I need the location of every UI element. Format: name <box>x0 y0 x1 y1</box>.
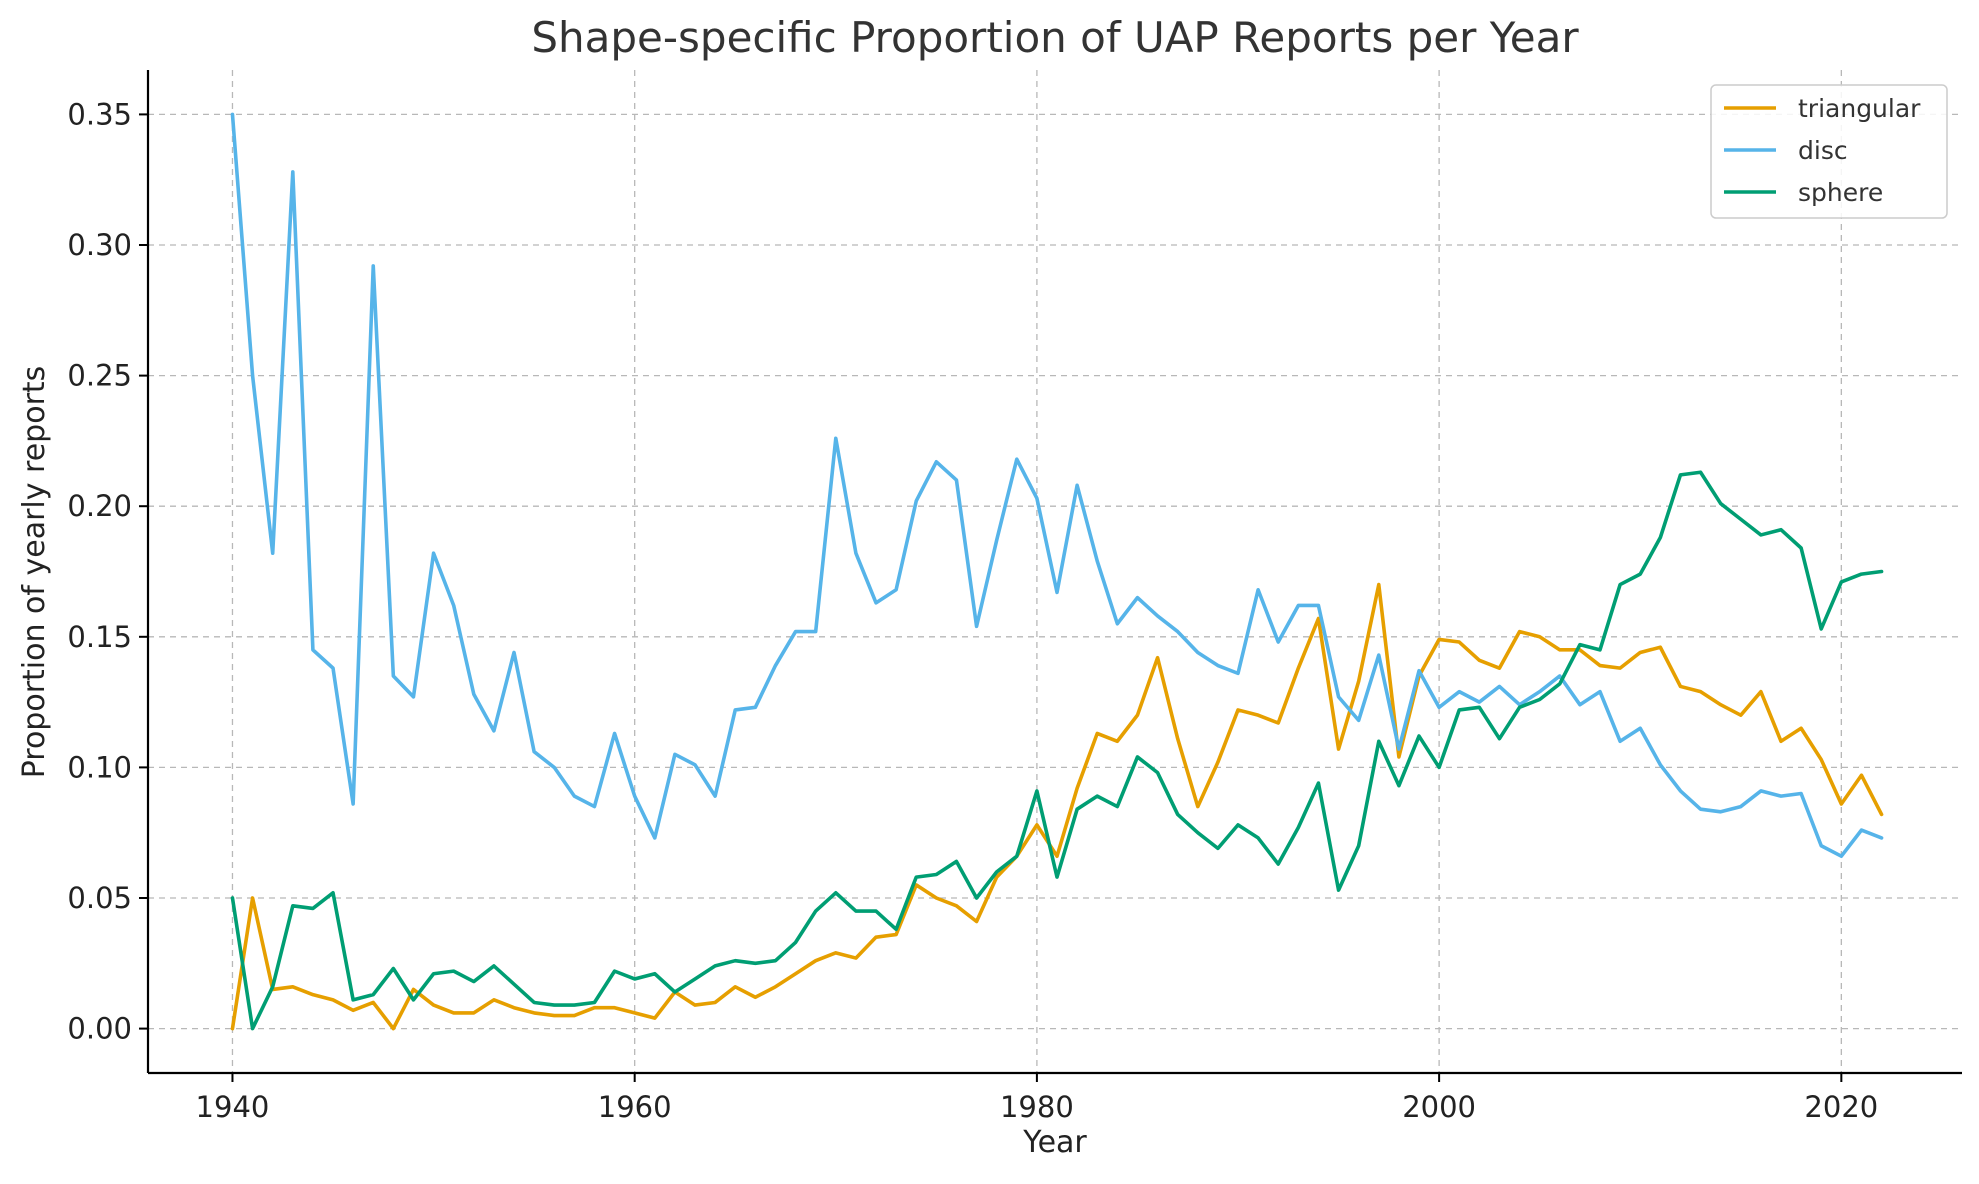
chart-title: Shape-specific Proportion of UAP Reports… <box>531 13 1579 62</box>
series-line-triangular <box>230 582 1884 1031</box>
legend: triangular disc sphere <box>1710 84 1948 219</box>
y-tick-label: 0.35 <box>67 97 132 131</box>
y-tick-label: 0.25 <box>67 359 132 393</box>
y-tick-label: 0.05 <box>67 881 132 915</box>
x-axis-title: Year <box>1022 1125 1087 1160</box>
series-line-sphere <box>230 470 1884 1031</box>
series-lines <box>230 112 1884 1031</box>
y-tick-label: 0.00 <box>67 1012 132 1046</box>
y-tick-label: 0.30 <box>67 228 132 262</box>
x-tick-label: 1980 <box>1000 1090 1074 1124</box>
x-ticks: 1940 1960 1980 2000 2020 <box>196 1073 1878 1124</box>
legend-box <box>1710 84 1948 219</box>
axes <box>146 70 1962 1075</box>
legend-label-triangular: triangular <box>1798 94 1921 123</box>
x-tick-label: 1960 <box>598 1090 672 1124</box>
y-ticks: 0.00 0.05 0.10 0.15 0.20 0.25 0.30 0.35 <box>67 97 148 1046</box>
legend-label-sphere: sphere <box>1798 178 1883 207</box>
y-axis-title: Proportion of yearly reports <box>17 366 52 779</box>
series-line-disc <box>230 112 1884 859</box>
grid <box>148 70 1962 1073</box>
y-tick-label: 0.10 <box>67 750 132 784</box>
y-tick-label: 0.20 <box>67 489 132 523</box>
x-tick-label: 2000 <box>1402 1090 1476 1124</box>
y-tick-label: 0.15 <box>67 620 132 654</box>
x-tick-label: 1940 <box>196 1090 270 1124</box>
x-tick-label: 2020 <box>1804 1090 1878 1124</box>
legend-label-disc: disc <box>1798 136 1848 165</box>
